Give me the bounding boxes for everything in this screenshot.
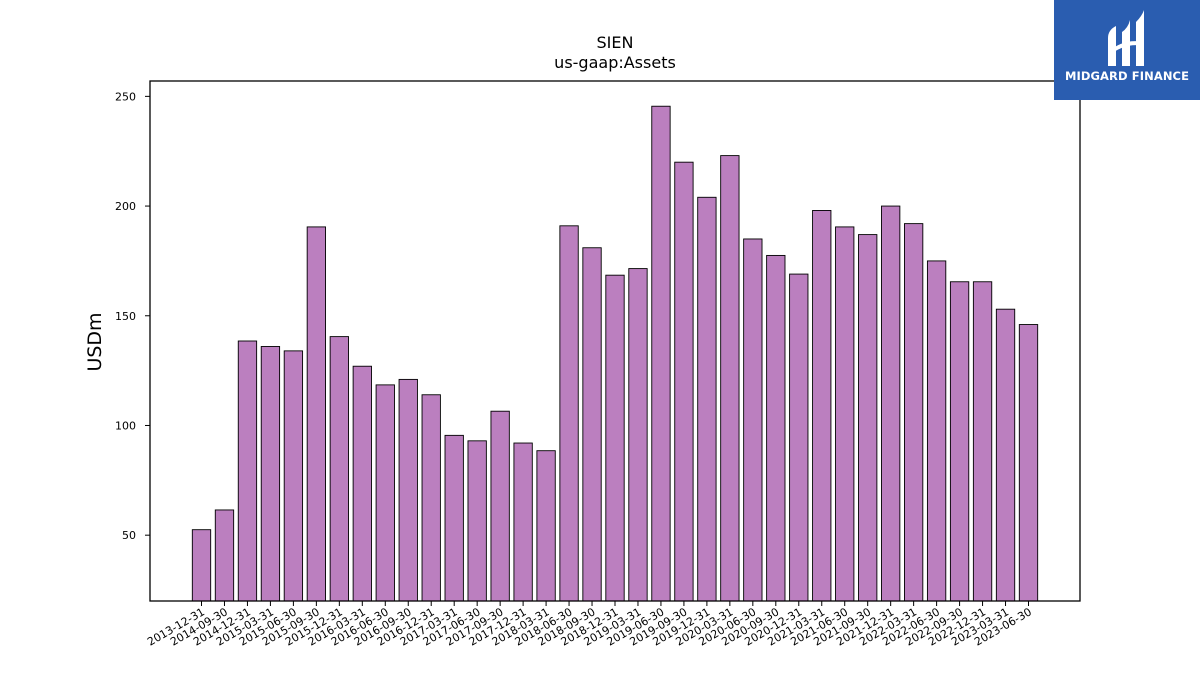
brand-name: MIDGARD FINANCE bbox=[1064, 69, 1190, 83]
bar bbox=[674, 161, 694, 602]
bar bbox=[1018, 324, 1039, 602]
bar bbox=[237, 340, 258, 602]
bar bbox=[858, 234, 878, 602]
bar bbox=[881, 205, 901, 602]
bar bbox=[789, 273, 809, 602]
plot-frame bbox=[149, 80, 1081, 602]
bar bbox=[306, 226, 327, 602]
bar bbox=[467, 440, 487, 602]
bar bbox=[329, 336, 349, 602]
bar bbox=[628, 268, 648, 602]
bar bbox=[398, 378, 418, 602]
bar bbox=[697, 196, 717, 602]
bar bbox=[513, 442, 533, 602]
bar bbox=[835, 226, 855, 602]
y-axis: 50 100 150 200 250 bbox=[115, 90, 150, 542]
midgard-finance-logo-icon bbox=[1108, 10, 1144, 66]
bar bbox=[926, 260, 947, 602]
bar bbox=[260, 346, 281, 602]
bar bbox=[972, 281, 993, 602]
bar bbox=[444, 434, 464, 602]
bar bbox=[743, 238, 763, 602]
y-tick-label: 50 bbox=[122, 529, 136, 542]
y-tick-label: 200 bbox=[115, 200, 136, 213]
bar bbox=[720, 155, 740, 602]
bar bbox=[559, 225, 579, 602]
bar bbox=[352, 365, 372, 602]
chart-title: SIEN bbox=[597, 33, 634, 52]
bar bbox=[490, 410, 510, 602]
bar bbox=[812, 209, 832, 602]
bar bbox=[421, 394, 441, 602]
brand-logo: MIDGARD FINANCE bbox=[1054, 0, 1200, 100]
bar bbox=[651, 105, 671, 602]
y-tick-label: 150 bbox=[115, 310, 136, 323]
bar bbox=[582, 247, 602, 602]
bar bbox=[766, 254, 786, 602]
bar bbox=[214, 509, 235, 602]
bar bbox=[904, 223, 924, 602]
bar bbox=[605, 274, 625, 602]
bar bbox=[191, 529, 212, 602]
y-tick-label: 100 bbox=[115, 419, 136, 432]
bar bbox=[949, 281, 970, 602]
chart-subtitle: us-gaap:Assets bbox=[554, 53, 676, 72]
bar bbox=[536, 450, 556, 602]
y-axis-label: USDm bbox=[84, 312, 106, 371]
bars-group bbox=[191, 105, 1039, 602]
bar bbox=[995, 308, 1016, 602]
y-tick-label: 250 bbox=[115, 90, 136, 103]
bar bbox=[283, 350, 304, 602]
bar bbox=[375, 384, 395, 602]
x-axis: 2013-12-312014-09-302014-12-312015-03-31… bbox=[145, 601, 1034, 649]
